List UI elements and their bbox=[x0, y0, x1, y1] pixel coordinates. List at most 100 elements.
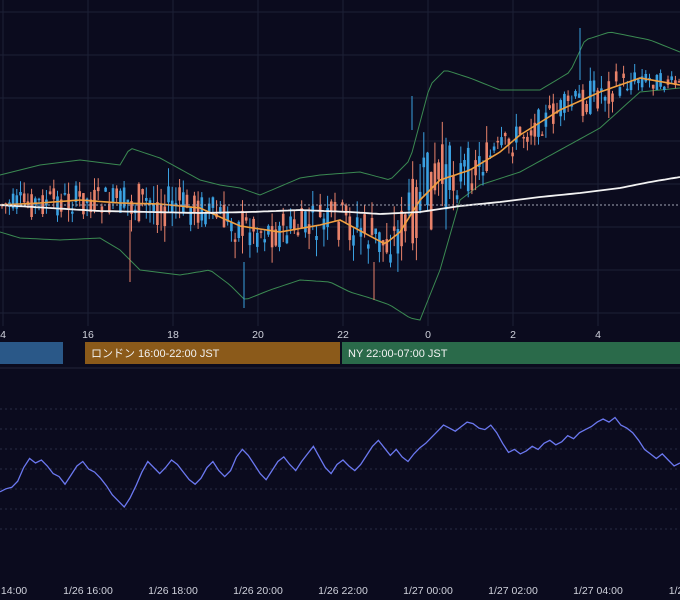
candle-body bbox=[304, 211, 307, 233]
price-x-tick-label: 4 bbox=[0, 329, 6, 341]
oscillator-line bbox=[0, 416, 680, 509]
candle-body bbox=[614, 71, 618, 82]
time-x-tick-label: 1/27 04:00 bbox=[573, 585, 623, 597]
candle-body bbox=[674, 80, 677, 85]
candle-body bbox=[193, 195, 196, 214]
candle-body bbox=[651, 84, 655, 89]
candle-body bbox=[396, 229, 400, 254]
time-x-tick-label: 1/27 00:00 bbox=[403, 585, 453, 597]
candle-body bbox=[526, 136, 529, 142]
candle-body bbox=[448, 145, 451, 190]
candle-body bbox=[489, 155, 492, 157]
session-bar: ロンドン 16:00-22:00 JST NY 22:00-07:00 JST bbox=[0, 342, 680, 364]
candle-body bbox=[589, 80, 592, 114]
candle-body bbox=[333, 202, 337, 211]
moving-averages bbox=[0, 77, 680, 245]
time-x-tick-label: 1/27 02:00 bbox=[488, 585, 538, 597]
candle-body bbox=[603, 97, 607, 101]
candle-body bbox=[344, 205, 348, 216]
candle-body bbox=[511, 152, 514, 157]
candle-body bbox=[41, 195, 44, 214]
candle-body bbox=[585, 104, 588, 113]
candle-body bbox=[263, 239, 266, 243]
price-x-axis: 4 16 18 20 22 0 2 4 bbox=[0, 329, 601, 341]
candle-body bbox=[463, 160, 466, 167]
session-label: NY 22:00-07:00 JST bbox=[348, 348, 448, 360]
candle-body bbox=[56, 196, 59, 216]
candle-body bbox=[492, 146, 496, 151]
candle-body bbox=[293, 219, 296, 231]
candle-body bbox=[126, 199, 130, 203]
candle-body bbox=[296, 232, 300, 236]
candle-body bbox=[637, 79, 640, 84]
candle-body bbox=[466, 147, 470, 192]
candle-body bbox=[96, 187, 100, 192]
candle-body bbox=[48, 191, 52, 194]
candle-body bbox=[559, 100, 562, 117]
candle-body bbox=[574, 91, 577, 97]
price-x-tick-label: 4 bbox=[595, 329, 601, 341]
candle-body bbox=[474, 160, 477, 176]
candle-body bbox=[592, 80, 596, 92]
candle-body bbox=[374, 228, 377, 234]
candle-body bbox=[82, 193, 85, 215]
candle-body bbox=[378, 232, 381, 252]
candle-body bbox=[248, 232, 252, 246]
session-block bbox=[0, 342, 63, 364]
candle-body bbox=[281, 213, 285, 226]
candle-body bbox=[500, 137, 503, 146]
candle-body bbox=[367, 244, 370, 249]
candle-body bbox=[219, 207, 222, 214]
candle-body bbox=[359, 227, 363, 237]
price-x-tick-label: 22 bbox=[337, 329, 349, 341]
candle-body bbox=[478, 156, 481, 167]
candle-body bbox=[182, 192, 185, 213]
candle-body bbox=[148, 200, 152, 206]
candle-body bbox=[548, 105, 551, 109]
candle-body bbox=[355, 217, 359, 228]
candle-body bbox=[226, 212, 229, 222]
candle-body bbox=[677, 81, 680, 83]
time-x-axis: 14:00 1/26 16:00 1/26 18:00 1/26 20:00 1/26 … bbox=[1, 585, 680, 597]
bollinger-lower-line bbox=[0, 87, 680, 321]
price-x-tick-label: 20 bbox=[252, 329, 264, 341]
candle-body bbox=[570, 105, 574, 107]
candle-body bbox=[163, 206, 167, 227]
candle-body bbox=[433, 163, 437, 191]
candle-body bbox=[581, 89, 585, 116]
candle-body bbox=[326, 208, 329, 228]
candle-body bbox=[170, 200, 174, 212]
candle-body bbox=[259, 231, 263, 233]
candle-body bbox=[618, 87, 622, 96]
candle-body bbox=[422, 157, 426, 168]
candle-body bbox=[137, 183, 141, 222]
candle-body bbox=[274, 229, 278, 246]
candle-body bbox=[211, 197, 215, 208]
candle-body bbox=[100, 206, 104, 213]
candle-body bbox=[444, 164, 448, 210]
candle-body bbox=[330, 201, 333, 212]
candle-body bbox=[52, 188, 56, 200]
candle-body bbox=[315, 236, 318, 240]
candle-body bbox=[452, 175, 455, 191]
candle-body bbox=[237, 221, 241, 238]
candle-body bbox=[659, 73, 662, 87]
time-x-tick-label: 1/26 22:00 bbox=[318, 585, 368, 597]
candle-body bbox=[389, 254, 392, 263]
candle-body bbox=[644, 74, 648, 82]
candle-body bbox=[37, 198, 41, 201]
candle-body bbox=[363, 214, 366, 233]
candle-body bbox=[204, 212, 207, 225]
candle-body bbox=[152, 203, 155, 212]
candle-body bbox=[496, 140, 500, 143]
candle-body bbox=[104, 187, 107, 192]
candle-body bbox=[222, 204, 226, 228]
bollinger-upper-line bbox=[0, 31, 680, 196]
candle-body bbox=[455, 195, 459, 200]
candle-body bbox=[533, 122, 537, 137]
candle-body bbox=[437, 162, 440, 180]
candle-body bbox=[230, 221, 233, 232]
time-x-tick-label: 1/26 18:00 bbox=[148, 585, 198, 597]
candle-body bbox=[648, 77, 651, 80]
